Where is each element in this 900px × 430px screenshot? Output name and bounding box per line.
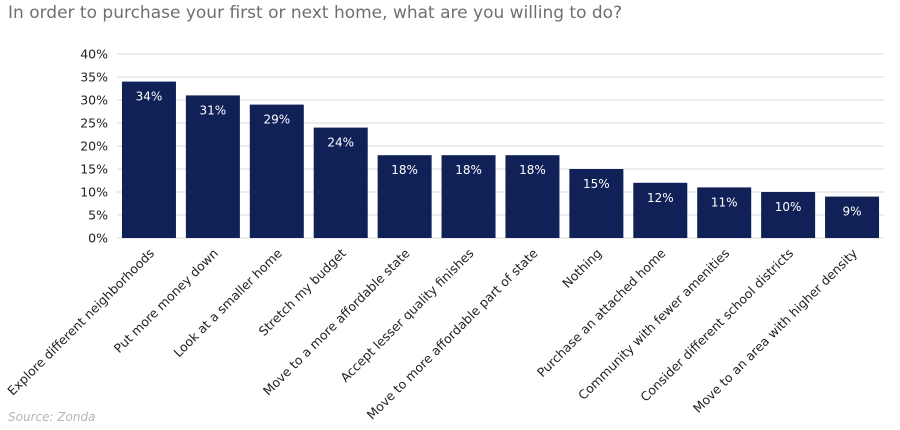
x-tick-label: Nothing xyxy=(559,246,604,291)
y-tick-label: 25% xyxy=(80,116,108,131)
bar xyxy=(505,155,560,238)
y-tick-label: 30% xyxy=(80,93,108,108)
bar xyxy=(441,155,496,238)
y-tick-label: 0% xyxy=(88,231,108,246)
x-tick-label: Accept lesser quality finishes xyxy=(337,246,476,385)
y-tick-label: 5% xyxy=(88,208,108,223)
source-note: Source: Zonda xyxy=(8,410,96,424)
y-tick-label: 15% xyxy=(80,162,108,177)
x-tick-label: Put more money down xyxy=(111,246,221,356)
y-tick-label: 10% xyxy=(80,185,108,200)
x-tick-label: Purchase an attached home xyxy=(534,245,669,380)
data-label: 9% xyxy=(843,205,862,219)
bar xyxy=(377,155,432,238)
data-label: 29% xyxy=(263,113,290,127)
data-label: 11% xyxy=(711,195,738,209)
data-label: 10% xyxy=(775,200,802,214)
bar xyxy=(313,127,368,238)
data-label: 18% xyxy=(455,163,482,177)
bar xyxy=(249,104,304,238)
data-label: 18% xyxy=(519,163,546,177)
x-tick-label: Look at a smaller home xyxy=(170,245,285,360)
data-label: 31% xyxy=(200,103,227,117)
data-label: 24% xyxy=(327,136,354,150)
bar xyxy=(121,81,176,238)
y-tick-label: 20% xyxy=(80,139,108,154)
data-label: 15% xyxy=(583,177,610,191)
bar xyxy=(761,192,816,238)
data-label: 18% xyxy=(391,163,418,177)
y-tick-label: 35% xyxy=(80,70,108,85)
bar xyxy=(185,95,240,239)
bar xyxy=(825,196,880,238)
data-label: 12% xyxy=(647,191,674,205)
y-tick-label: 40% xyxy=(80,47,108,62)
bar xyxy=(569,169,624,238)
bar xyxy=(697,187,752,238)
bar xyxy=(633,182,688,238)
chart-title: In order to purchase your first or next … xyxy=(8,3,623,23)
data-label: 34% xyxy=(136,90,163,104)
